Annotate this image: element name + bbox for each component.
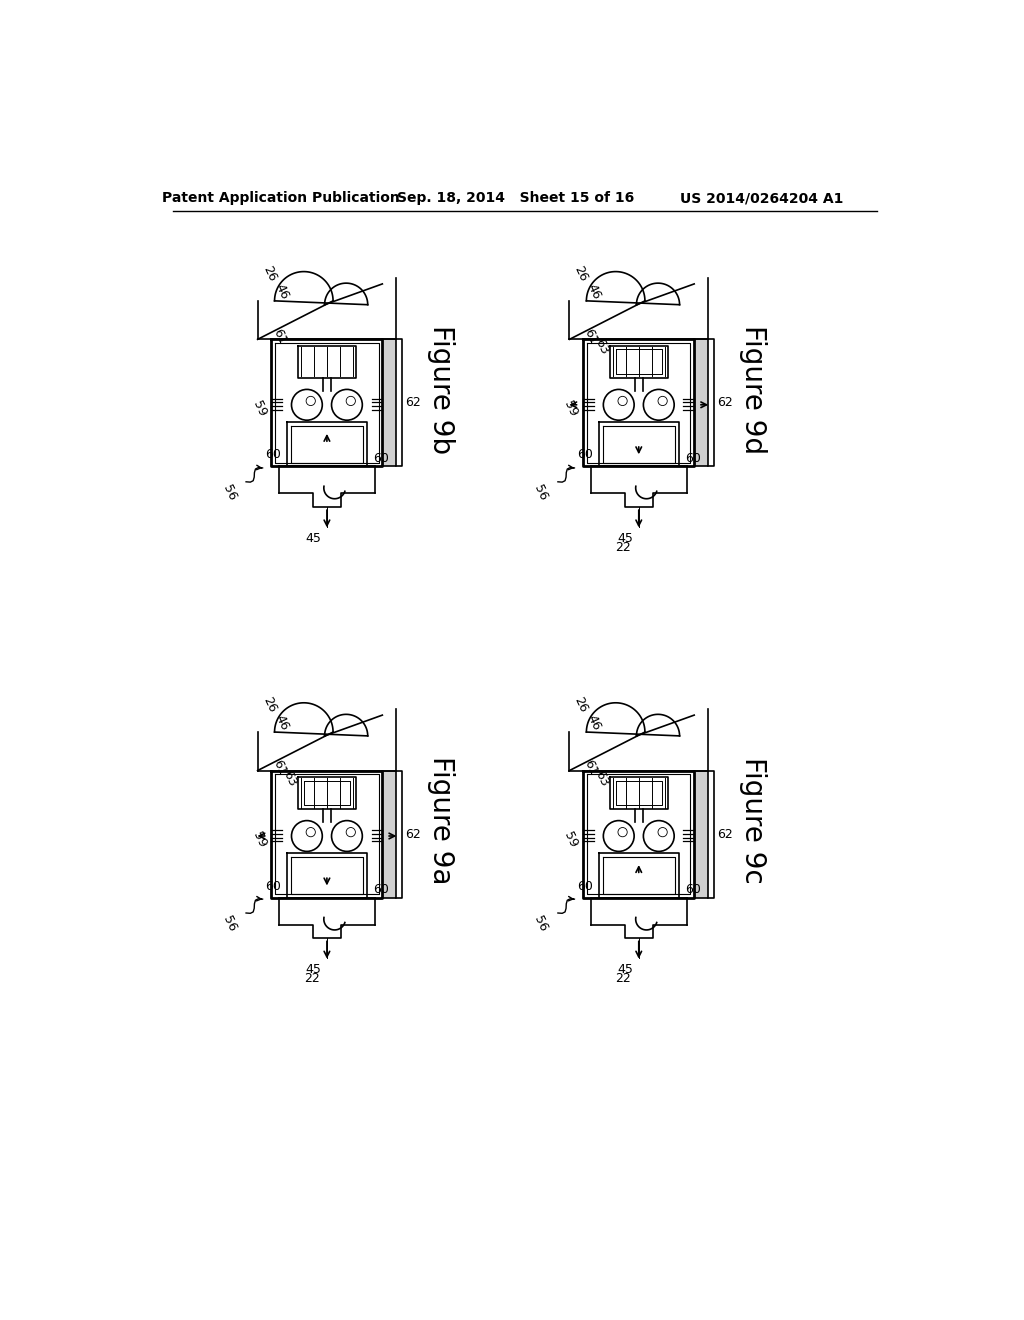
Text: 46: 46 [273,713,292,733]
Text: 61: 61 [270,758,289,777]
Bar [382,339,396,466]
Text: 45: 45 [617,532,633,545]
Text: 60: 60 [577,449,593,462]
Text: 22: 22 [615,541,631,554]
Text: 60: 60 [373,883,389,896]
Bar [694,339,708,466]
Text: 60: 60 [685,453,700,465]
Text: 26: 26 [571,696,590,715]
Text: 61: 61 [582,326,600,346]
Bar [694,771,708,898]
Text: 60: 60 [265,879,281,892]
Text: 46: 46 [585,713,603,733]
Text: 22: 22 [304,972,319,985]
Text: 22: 22 [615,972,631,985]
Text: Figure 9d: Figure 9d [738,325,767,454]
Text: Patent Application Publication: Patent Application Publication [162,191,399,206]
Text: 63: 63 [593,337,611,356]
Text: 59: 59 [250,830,268,850]
Text: 26: 26 [260,264,279,284]
Text: 62: 62 [717,396,733,409]
Text: US 2014/0264204 A1: US 2014/0264204 A1 [680,191,844,206]
Text: 61: 61 [582,758,600,777]
Text: 56: 56 [531,483,550,503]
Bar [382,771,396,898]
Text: 61: 61 [270,326,289,346]
Text: 26: 26 [260,696,279,715]
Text: 60: 60 [685,883,700,896]
Text: Figure 9b: Figure 9b [427,325,455,454]
Text: 46: 46 [273,281,292,301]
Text: 26: 26 [571,264,590,284]
Text: 63: 63 [593,768,611,788]
Text: 63: 63 [281,768,299,788]
Text: 60: 60 [577,879,593,892]
Text: 59: 59 [562,830,581,850]
Text: 62: 62 [717,828,733,841]
Text: 59: 59 [562,399,581,418]
Text: 62: 62 [406,828,421,841]
Text: 45: 45 [617,962,633,975]
Text: Figure 9a: Figure 9a [427,756,455,884]
Text: 46: 46 [585,281,603,301]
Text: 56: 56 [531,913,550,933]
Text: 45: 45 [305,532,321,545]
Text: 59: 59 [250,399,268,418]
Text: 56: 56 [220,483,239,503]
Text: 60: 60 [373,453,389,465]
Text: 60: 60 [265,449,281,462]
Text: Sep. 18, 2014   Sheet 15 of 16: Sep. 18, 2014 Sheet 15 of 16 [397,191,634,206]
Text: Figure 9c: Figure 9c [738,758,767,884]
Text: 62: 62 [406,396,421,409]
Text: 45: 45 [305,962,321,975]
Text: 56: 56 [220,913,239,933]
